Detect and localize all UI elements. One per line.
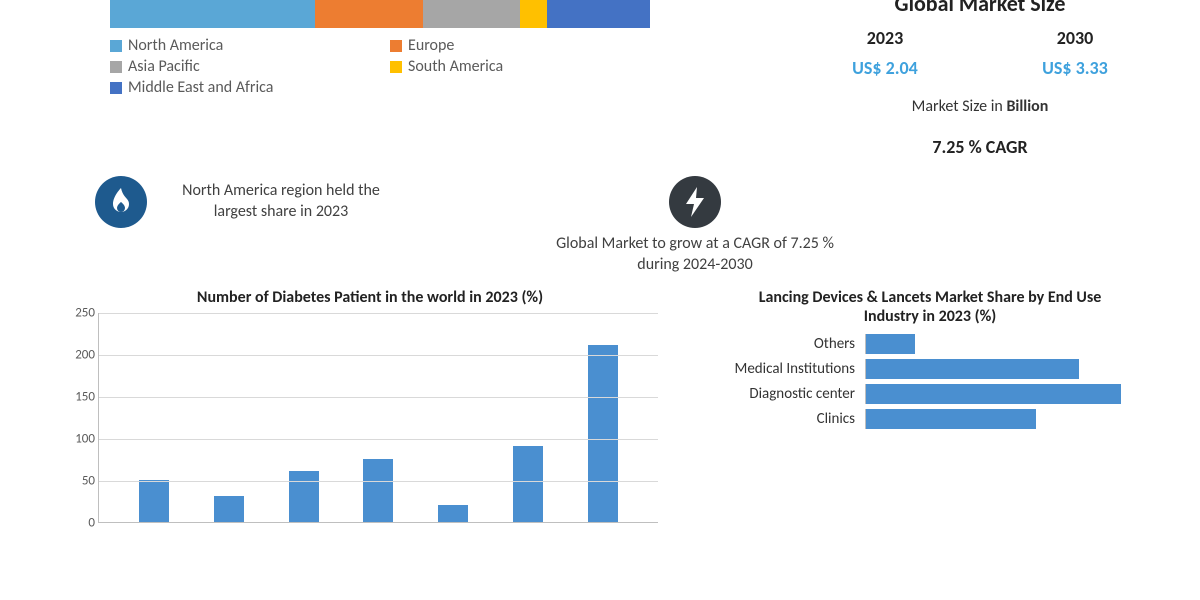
legend-swatch xyxy=(110,82,122,94)
chart-gridline xyxy=(99,481,658,482)
bolt-icon xyxy=(669,176,721,228)
hbar-label: Diagnostic center xyxy=(690,385,865,403)
hbar-track xyxy=(865,384,1170,404)
chart-ytick-label: 0 xyxy=(61,515,95,530)
legend-swatch xyxy=(390,40,402,52)
legend-label: Asia Pacific xyxy=(128,57,200,76)
region-segment xyxy=(423,0,520,28)
global-market-size-panel: Global Market Size 2023 US$ 2.04 2030 US$ 3… xyxy=(670,0,1170,158)
region-segment xyxy=(315,0,423,28)
hbar-bar xyxy=(866,384,1121,404)
legend-item: North America xyxy=(110,36,390,55)
flame-icon xyxy=(95,176,147,228)
chart-bar xyxy=(438,505,468,522)
chart-ytick-label: 200 xyxy=(61,347,95,362)
legend-swatch xyxy=(390,61,402,73)
chart-bar xyxy=(139,480,169,522)
region-legend: North America Europe Asia Pacific South Ame… xyxy=(110,36,670,99)
legend-label: South America xyxy=(408,57,503,76)
callout-cagr: Global Market to grow at a CAGR of 7.25 … xyxy=(525,176,865,276)
chart-bar xyxy=(588,345,618,521)
legend-item: South America xyxy=(390,57,670,76)
end-use-hbar-chart: Lancing Devices & Lancets Market Share b… xyxy=(690,288,1170,523)
region-segment xyxy=(520,0,547,28)
gms-title: Global Market Size xyxy=(790,0,1170,17)
callout-flame-text: North America region held the largest sh… xyxy=(161,181,401,223)
hbar-row: Diagnostic center xyxy=(690,384,1170,404)
diabetes-chart-title: Number of Diabetes Patient in the world … xyxy=(90,288,650,307)
legend-item: Middle East and Africa xyxy=(110,78,390,97)
legend-swatch xyxy=(110,61,122,73)
callout-north-america: North America region held the largest sh… xyxy=(95,176,525,228)
chart-bar xyxy=(363,459,393,522)
hbar-bar xyxy=(866,359,1079,379)
region-segment xyxy=(110,0,315,28)
hbar-row: Clinics xyxy=(690,409,1170,429)
chart-bar xyxy=(513,446,543,522)
region-segment xyxy=(547,0,650,28)
legend-item: Europe xyxy=(390,36,670,55)
chart-ytick-label: 50 xyxy=(61,473,95,488)
chart-gridline xyxy=(99,439,658,440)
hbar-track xyxy=(865,359,1170,379)
callout-bolt-text: Global Market to grow at a CAGR of 7.25 … xyxy=(545,234,845,276)
chart-gridline xyxy=(99,397,658,398)
gms-column: 2030 US$ 3.33 xyxy=(1042,27,1108,79)
legend-swatch xyxy=(110,40,122,52)
hbar-track xyxy=(865,334,1170,354)
chart-bar xyxy=(214,496,244,521)
chart-gridline xyxy=(99,355,658,356)
end-use-chart-title: Lancing Devices & Lancets Market Share b… xyxy=(750,288,1110,326)
gms-unit-line: Market Size in Billion xyxy=(790,97,1170,116)
hbar-row: Medical Institutions xyxy=(690,359,1170,379)
region-stacked-bar xyxy=(110,0,650,28)
gms-cagr: 7.25 % CAGR xyxy=(790,136,1170,158)
chart-ytick-label: 100 xyxy=(61,431,95,446)
gms-column: 2023 US$ 2.04 xyxy=(852,27,918,79)
hbar-label: Others xyxy=(690,335,865,353)
hbar-label: Clinics xyxy=(690,410,865,428)
hbar-label: Medical Institutions xyxy=(690,360,865,378)
hbar-row: Others xyxy=(690,334,1170,354)
hbar-bar xyxy=(866,409,1036,429)
gms-year: 2030 xyxy=(1042,27,1108,49)
gms-value: US$ 2.04 xyxy=(852,57,918,79)
chart-bar xyxy=(289,471,319,521)
legend-label: Middle East and Africa xyxy=(128,78,273,97)
gms-year: 2023 xyxy=(852,27,918,49)
legend-label: North America xyxy=(128,36,223,55)
hbar-bar xyxy=(866,334,915,354)
gms-value: US$ 3.33 xyxy=(1042,57,1108,79)
chart-gridline xyxy=(99,313,658,314)
chart-ytick-label: 150 xyxy=(61,389,95,404)
gms-unit-prefix: Market Size in xyxy=(912,97,1007,116)
chart-ytick-label: 250 xyxy=(61,305,95,320)
hbar-track xyxy=(865,409,1170,429)
diabetes-bar-chart: Number of Diabetes Patient in the world … xyxy=(90,288,650,523)
legend-item: Asia Pacific xyxy=(110,57,390,76)
gms-unit-bold: Billion xyxy=(1006,97,1048,116)
legend-label: Europe xyxy=(408,36,454,55)
